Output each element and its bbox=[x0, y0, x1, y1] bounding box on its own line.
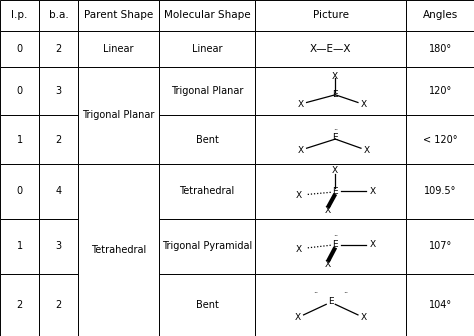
Text: 4: 4 bbox=[55, 186, 62, 196]
Text: X: X bbox=[298, 146, 304, 155]
Bar bbox=[39, 116, 78, 164]
Text: 3: 3 bbox=[55, 241, 62, 251]
Text: X: X bbox=[361, 313, 367, 322]
Text: 1: 1 bbox=[17, 241, 23, 251]
Bar bbox=[0, 219, 39, 274]
Bar bbox=[406, 116, 474, 164]
Text: E: E bbox=[332, 133, 338, 142]
Text: Bent: Bent bbox=[196, 134, 219, 144]
Text: 2: 2 bbox=[55, 300, 62, 310]
Text: X: X bbox=[332, 166, 338, 175]
Text: ··: ·· bbox=[313, 289, 318, 298]
Text: X: X bbox=[325, 206, 331, 215]
Text: E: E bbox=[332, 240, 338, 249]
Text: l.p.: l.p. bbox=[11, 10, 27, 20]
Bar bbox=[39, 219, 78, 274]
Bar bbox=[0, 67, 39, 116]
Bar bbox=[159, 31, 255, 67]
Bar bbox=[159, 274, 255, 336]
Text: E: E bbox=[328, 297, 334, 306]
Bar bbox=[0, 164, 39, 219]
Bar bbox=[406, 164, 474, 219]
Bar bbox=[159, 164, 255, 219]
Text: X: X bbox=[370, 240, 376, 249]
Text: Parent Shape: Parent Shape bbox=[84, 10, 153, 20]
Text: ··: ·· bbox=[333, 232, 338, 241]
Text: Angles: Angles bbox=[422, 10, 458, 20]
Text: Tetrahedral: Tetrahedral bbox=[180, 186, 235, 196]
Bar bbox=[78, 164, 159, 336]
Bar bbox=[255, 0, 406, 31]
Bar bbox=[39, 164, 78, 219]
Text: X: X bbox=[296, 245, 302, 254]
Bar bbox=[406, 0, 474, 31]
Text: Bent: Bent bbox=[196, 300, 219, 310]
Bar bbox=[159, 0, 255, 31]
Bar bbox=[159, 219, 255, 274]
Text: X: X bbox=[325, 260, 331, 269]
Text: ··: ·· bbox=[333, 126, 338, 135]
Text: X: X bbox=[364, 146, 370, 155]
Text: 109.5°: 109.5° bbox=[424, 186, 456, 196]
Text: Trigonal Planar: Trigonal Planar bbox=[82, 111, 155, 121]
Bar bbox=[39, 0, 78, 31]
Bar bbox=[255, 219, 406, 274]
Text: 0: 0 bbox=[17, 86, 23, 96]
Bar bbox=[406, 219, 474, 274]
Bar bbox=[406, 31, 474, 67]
Text: X: X bbox=[298, 100, 304, 109]
Text: X: X bbox=[296, 191, 302, 200]
Text: Trigonal Pyramidal: Trigonal Pyramidal bbox=[162, 241, 252, 251]
Text: 104°: 104° bbox=[428, 300, 452, 310]
Text: 3: 3 bbox=[55, 86, 62, 96]
Bar bbox=[0, 0, 39, 31]
Text: < 120°: < 120° bbox=[423, 134, 457, 144]
Text: X—E—X: X—E—X bbox=[310, 44, 352, 54]
Text: ··: ·· bbox=[343, 289, 348, 298]
Text: X: X bbox=[294, 313, 301, 322]
Bar bbox=[78, 67, 159, 164]
Bar bbox=[39, 67, 78, 116]
Text: 0: 0 bbox=[17, 44, 23, 54]
Bar bbox=[78, 31, 159, 67]
Text: Linear: Linear bbox=[103, 44, 134, 54]
Bar bbox=[255, 31, 406, 67]
Bar bbox=[0, 116, 39, 164]
Bar bbox=[39, 31, 78, 67]
Text: Molecular Shape: Molecular Shape bbox=[164, 10, 250, 20]
Text: E: E bbox=[332, 90, 338, 99]
Text: 180°: 180° bbox=[428, 44, 452, 54]
Text: Linear: Linear bbox=[192, 44, 222, 54]
Text: 120°: 120° bbox=[428, 86, 452, 96]
Text: X: X bbox=[332, 72, 338, 81]
Text: E: E bbox=[332, 187, 338, 196]
Bar bbox=[159, 67, 255, 116]
Text: 0: 0 bbox=[17, 186, 23, 196]
Bar bbox=[0, 274, 39, 336]
Bar bbox=[255, 67, 406, 116]
Text: Trigonal Planar: Trigonal Planar bbox=[171, 86, 243, 96]
Bar bbox=[406, 274, 474, 336]
Text: 2: 2 bbox=[17, 300, 23, 310]
Bar bbox=[255, 164, 406, 219]
Text: 2: 2 bbox=[55, 44, 62, 54]
Text: X: X bbox=[361, 100, 367, 109]
Text: 1: 1 bbox=[17, 134, 23, 144]
Bar bbox=[39, 274, 78, 336]
Text: b.a.: b.a. bbox=[49, 10, 68, 20]
Bar bbox=[255, 274, 406, 336]
Bar bbox=[159, 116, 255, 164]
Bar bbox=[406, 67, 474, 116]
Bar bbox=[255, 116, 406, 164]
Bar bbox=[0, 31, 39, 67]
Text: X: X bbox=[370, 187, 376, 196]
Text: Picture: Picture bbox=[313, 10, 349, 20]
Text: Tetrahedral: Tetrahedral bbox=[91, 245, 146, 255]
Text: 2: 2 bbox=[55, 134, 62, 144]
Bar bbox=[78, 0, 159, 31]
Text: 107°: 107° bbox=[428, 241, 452, 251]
